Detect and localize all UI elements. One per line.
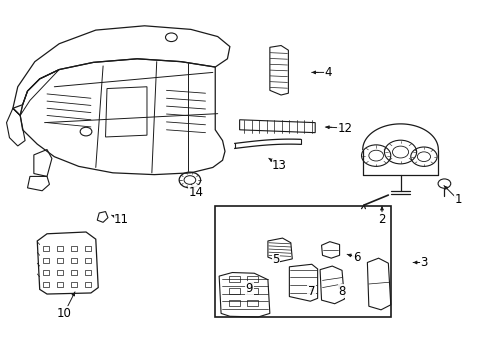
Bar [84, 258, 91, 263]
Text: 14: 14 [188, 186, 203, 199]
Bar [71, 282, 77, 287]
Text: 11: 11 [114, 213, 129, 226]
Bar [43, 282, 49, 287]
Bar [57, 258, 63, 263]
Text: 5: 5 [272, 253, 279, 266]
Bar [246, 276, 257, 282]
Text: 7: 7 [307, 285, 315, 298]
Bar [84, 246, 91, 251]
Bar [57, 246, 63, 251]
Bar [43, 270, 49, 275]
Bar [84, 270, 91, 275]
Text: 9: 9 [245, 282, 253, 295]
Bar [71, 258, 77, 263]
Bar [228, 301, 239, 306]
Bar [215, 206, 390, 317]
Text: 13: 13 [272, 159, 286, 172]
Text: 2: 2 [378, 213, 385, 226]
Text: 4: 4 [324, 66, 331, 79]
Bar [43, 246, 49, 251]
Text: 1: 1 [453, 193, 461, 206]
Text: 10: 10 [57, 307, 71, 320]
Bar [246, 301, 257, 306]
Bar [57, 282, 63, 287]
Bar [246, 288, 257, 294]
Bar [71, 246, 77, 251]
Text: 8: 8 [338, 285, 345, 298]
Bar [43, 258, 49, 263]
Bar [84, 282, 91, 287]
Text: 6: 6 [352, 251, 360, 264]
Text: 12: 12 [337, 122, 352, 135]
Bar [228, 288, 239, 294]
Text: 3: 3 [419, 256, 427, 269]
Bar [228, 276, 239, 282]
Bar [57, 270, 63, 275]
Bar [71, 270, 77, 275]
